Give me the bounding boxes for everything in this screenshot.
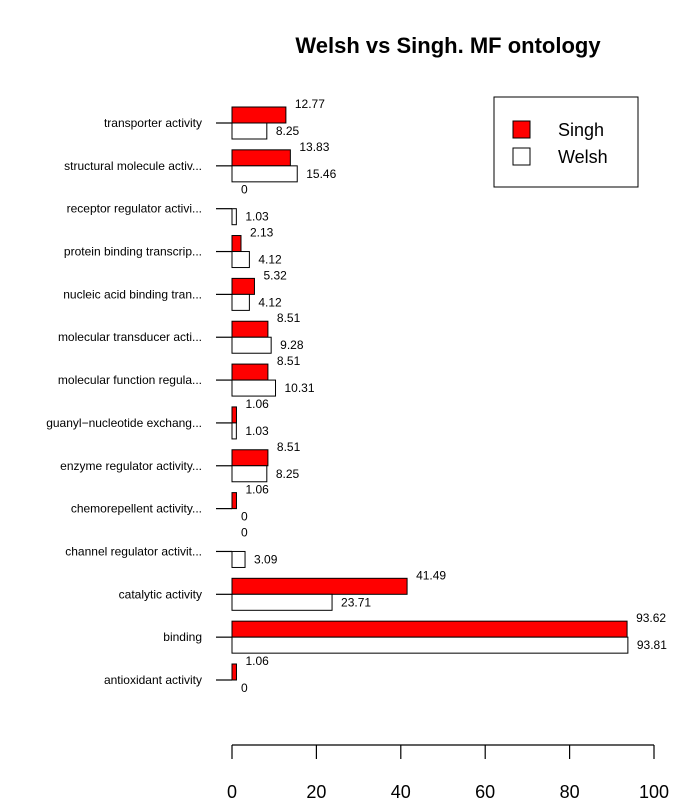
bar-welsh: [231, 379, 277, 397]
legend-swatch-singh: [512, 120, 531, 139]
x-tick-label: 80: [560, 782, 580, 802]
data-label-welsh: 3.09: [254, 552, 278, 566]
category-label: molecular function regula...: [58, 373, 202, 387]
x-tick-label: 0: [227, 782, 237, 802]
data-label-singh: 1.06: [245, 654, 269, 668]
data-label-welsh: 9.28: [280, 338, 304, 352]
data-label-singh: 1.06: [245, 483, 269, 497]
category-label: structural molecule activ...: [64, 159, 202, 173]
category-label: nucleic acid binding tran...: [63, 287, 202, 301]
data-label-welsh: 4.12: [258, 295, 282, 309]
category-label: channel regulator activit...: [65, 544, 202, 558]
bar-welsh: [231, 122, 268, 140]
bar-singh: [231, 492, 237, 510]
category-label: chemorepellent activity...: [71, 502, 202, 516]
data-label-welsh: 93.81: [637, 638, 667, 652]
bar-welsh: [231, 636, 629, 654]
bar-welsh: [231, 465, 268, 483]
category-label: antioxidant activity: [104, 673, 202, 687]
legend-label-welsh: Welsh: [558, 147, 608, 167]
x-tick-label: 100: [639, 782, 669, 802]
bar-welsh: [231, 251, 250, 269]
data-label-singh: 12.77: [295, 97, 325, 111]
bar-welsh: [231, 550, 246, 568]
bar-singh: [231, 235, 242, 253]
data-label-singh: 0: [241, 183, 248, 197]
bars-layer: 12.778.2513.8315.4601.032.134.125.324.12…: [231, 97, 667, 695]
data-label-singh: 5.32: [263, 268, 287, 282]
bar-singh: [231, 620, 628, 638]
bar-singh: [231, 149, 291, 167]
data-label-singh: 1.06: [245, 397, 269, 411]
bar-welsh: [231, 422, 237, 440]
bar-singh: [231, 663, 237, 681]
data-label-singh: 41.49: [416, 568, 446, 582]
bar-singh: [231, 449, 269, 467]
data-label-singh: 0: [241, 525, 248, 539]
legend-swatch-welsh: [512, 147, 531, 166]
legend-label-singh: Singh: [558, 120, 604, 140]
legend-box: [493, 96, 639, 188]
bar-singh: [231, 406, 237, 424]
category-label: binding: [163, 630, 202, 644]
bar-singh: [231, 277, 255, 295]
data-label-welsh: 15.46: [306, 167, 336, 181]
x-axis: 0 20 40 60 80 100: [227, 744, 669, 802]
x-tick-label: 60: [475, 782, 495, 802]
chart-title: Welsh vs Singh. MF ontology: [295, 33, 601, 58]
x-tick-label: 40: [391, 782, 411, 802]
bar-welsh: [231, 208, 237, 226]
legend: Singh Welsh: [493, 96, 639, 188]
bar-welsh: [231, 336, 272, 354]
x-tick-label: 20: [306, 782, 326, 802]
data-label-welsh: 10.31: [285, 381, 315, 395]
bar-singh: [231, 320, 269, 338]
bar-singh: [231, 363, 269, 381]
data-label-singh: 8.51: [277, 311, 301, 325]
data-label-welsh: 8.25: [276, 124, 300, 138]
category-label: protein binding transcrip...: [64, 245, 202, 259]
bar-singh: [231, 106, 287, 124]
data-label-welsh: 1.03: [245, 424, 269, 438]
category-label: enzyme regulator activity...: [60, 459, 202, 473]
bar-welsh: [231, 165, 298, 183]
category-label: transporter activity: [104, 116, 202, 130]
data-label-singh: 8.51: [277, 440, 301, 454]
data-label-welsh: 0: [241, 681, 248, 695]
category-label: catalytic activity: [119, 587, 202, 601]
data-label-welsh: 4.12: [258, 253, 282, 267]
bar-welsh: [231, 593, 333, 611]
data-label-welsh: 23.71: [341, 595, 371, 609]
data-label-welsh: 1.03: [245, 210, 269, 224]
data-label-welsh: 8.25: [276, 467, 300, 481]
data-label-singh: 13.83: [299, 140, 329, 154]
category-labels: transporter activity structural molecule …: [46, 116, 232, 687]
data-label-singh: 8.51: [277, 354, 301, 368]
category-label: receptor regulator activi...: [67, 202, 202, 216]
data-label-singh: 93.62: [636, 611, 666, 625]
data-label-singh: 2.13: [250, 226, 274, 240]
category-label: molecular transducer acti...: [58, 330, 202, 344]
data-label-welsh: 0: [241, 510, 248, 524]
category-label: guanyl−nucleotide exchang...: [46, 416, 202, 430]
bar-welsh: [231, 293, 250, 311]
bar-singh: [231, 577, 408, 595]
